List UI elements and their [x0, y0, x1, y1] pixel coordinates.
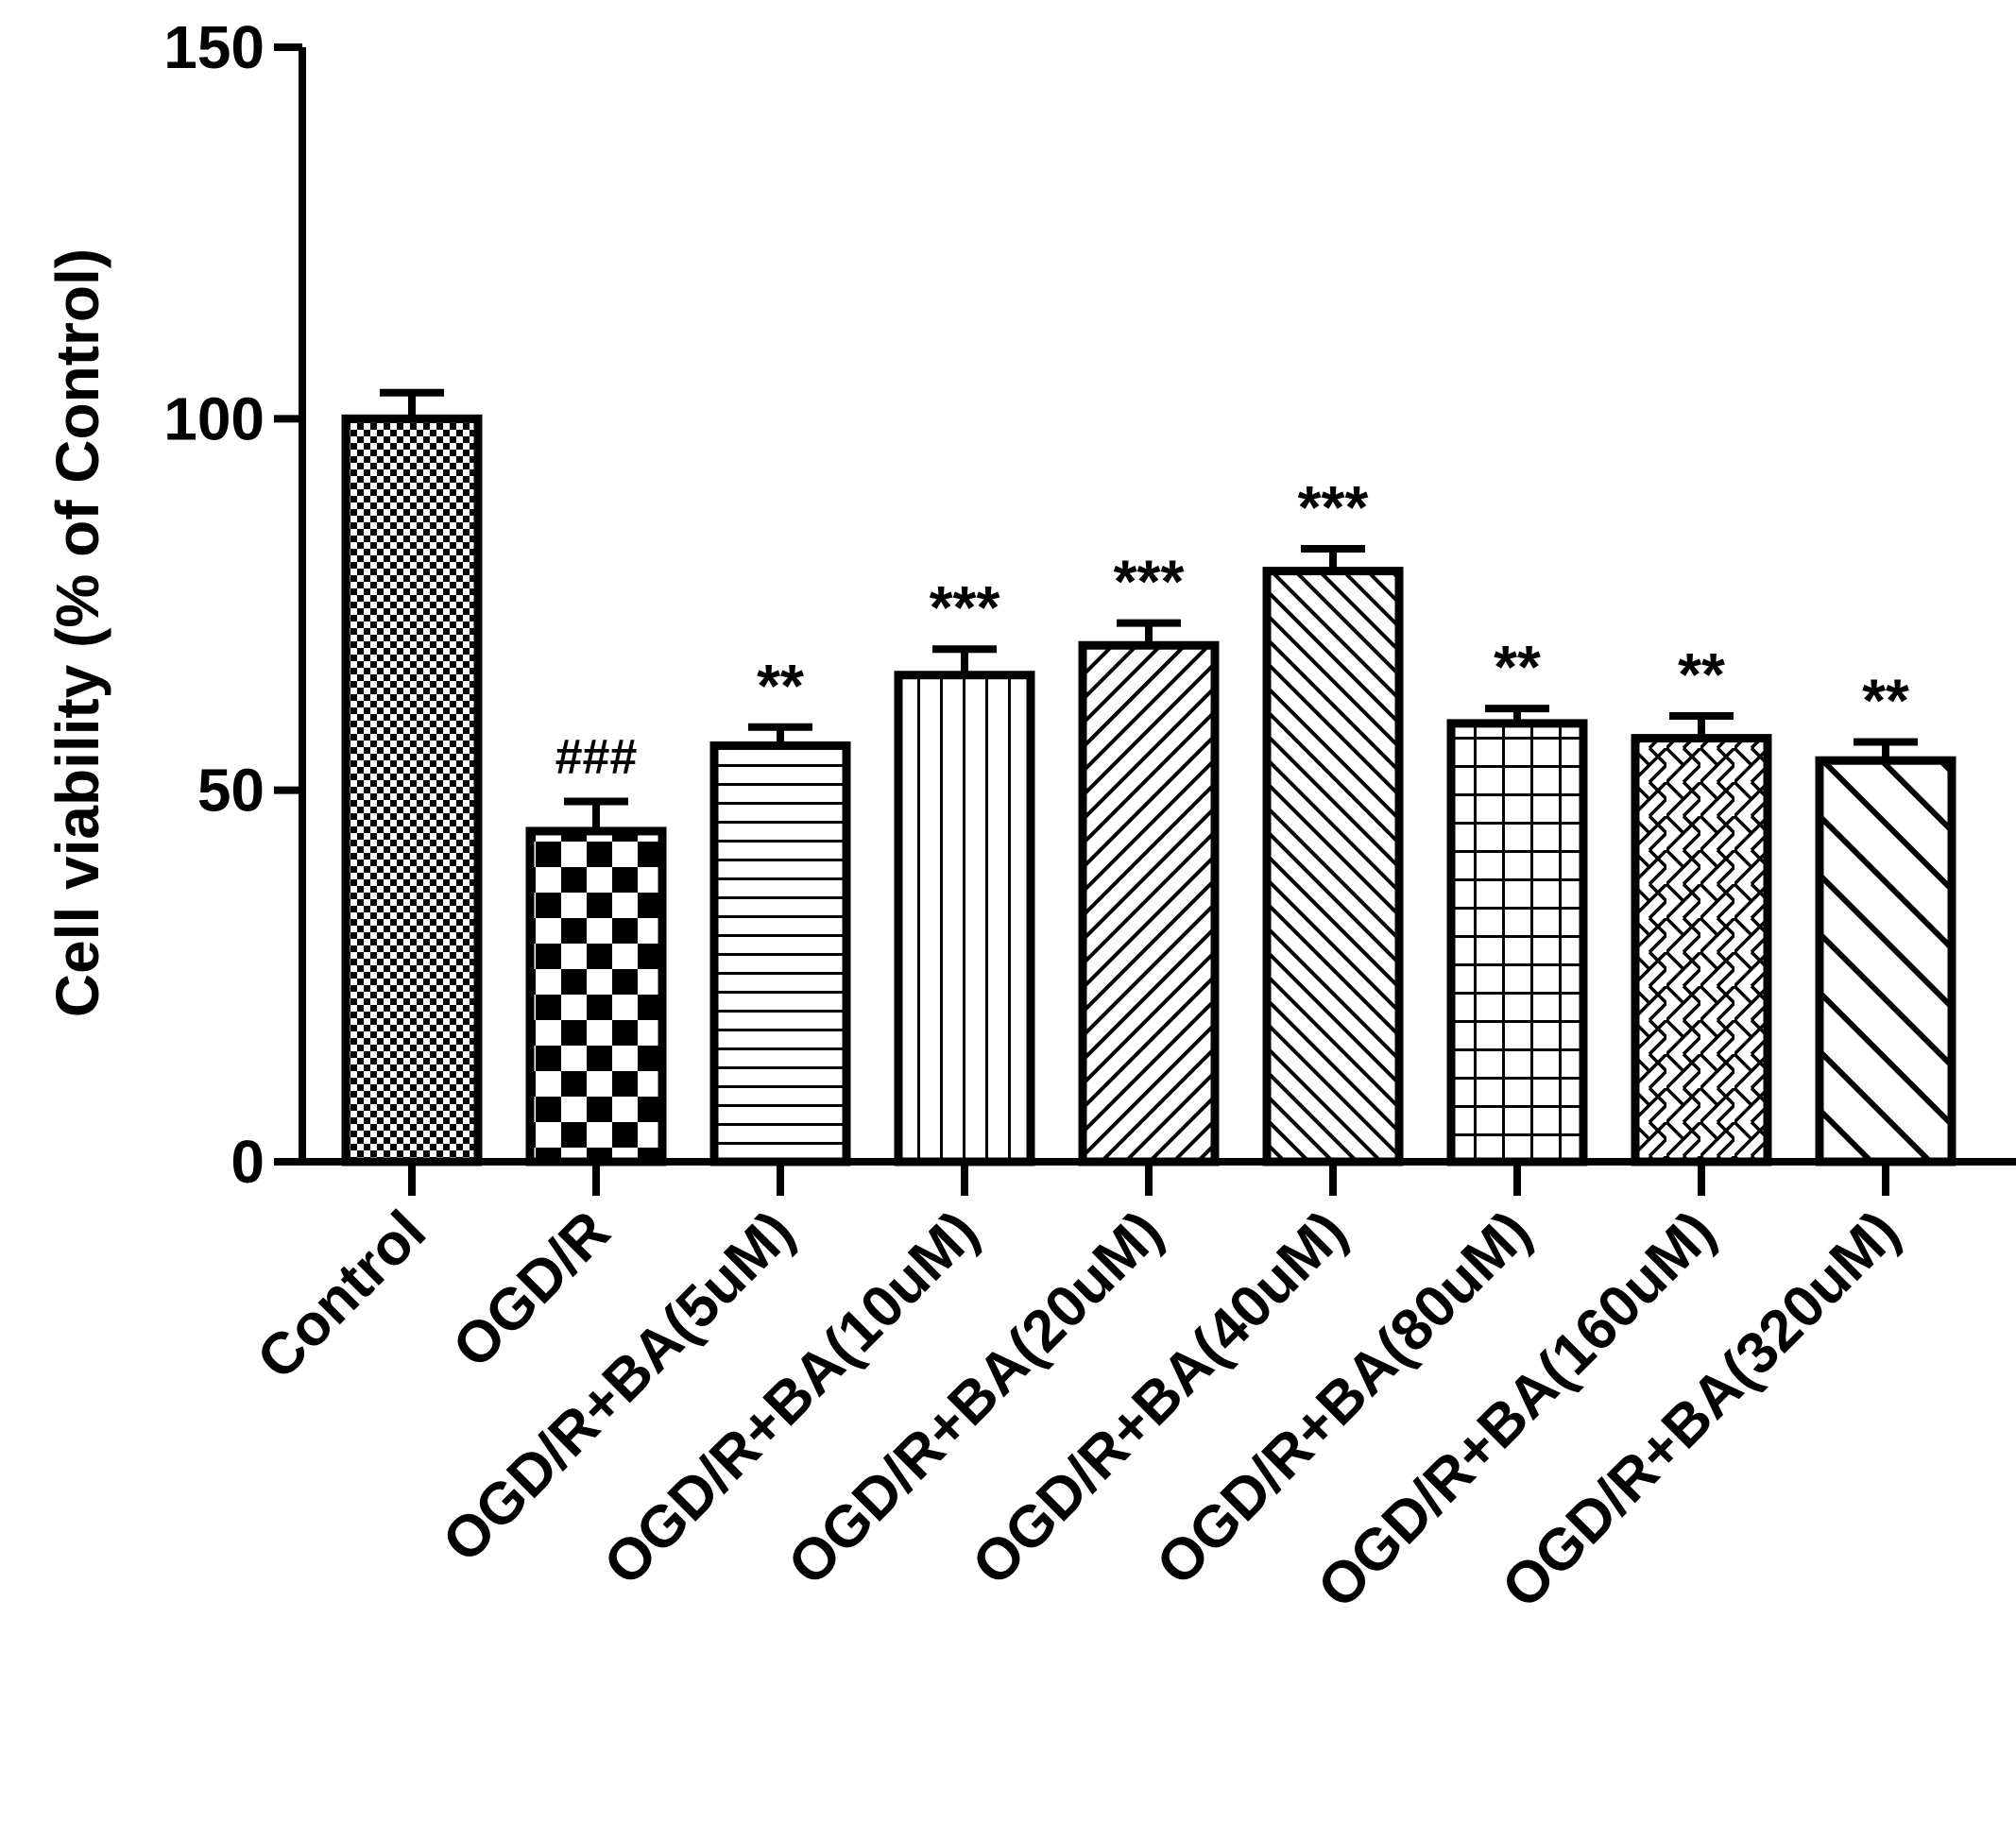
bar-7: [1631, 734, 1772, 1166]
bar-4: [1078, 640, 1220, 1166]
bar-1: [525, 826, 667, 1166]
bar-6: [1446, 719, 1588, 1166]
significance-label: ###: [555, 729, 638, 784]
y-tick-label: 50: [197, 757, 265, 825]
y-tick-label: 150: [163, 13, 265, 81]
significance-label: ***: [1114, 548, 1185, 616]
significance-label: **: [1494, 633, 1541, 701]
y-tick-label: 100: [163, 384, 265, 452]
bar-8: [1815, 756, 1956, 1166]
y-axis-label: Cell viability (% of Control): [43, 248, 111, 1017]
significance-label: ***: [930, 573, 1000, 641]
bars: ###***** ******** ** **: [341, 388, 1956, 1166]
significance-label: **: [1678, 640, 1725, 708]
category-label: Control: [245, 1199, 438, 1392]
bar-5: [1262, 567, 1404, 1166]
category-labels: Control OGD/ROGD/R+BA(5uM)OGD/R+BA(10uM)O…: [245, 1199, 1912, 1621]
bar-2: [709, 741, 851, 1166]
significance-label: **: [1862, 667, 1909, 735]
category-label: OGD/R+BA(5uM): [431, 1199, 807, 1575]
bar-3: [894, 671, 1035, 1166]
bar-0: [341, 414, 483, 1166]
significance-label: **: [757, 652, 804, 720]
significance-label: ***: [1298, 473, 1369, 541]
category-label: OGD/R: [440, 1199, 622, 1380]
y-tick-label: 0: [231, 1128, 265, 1196]
